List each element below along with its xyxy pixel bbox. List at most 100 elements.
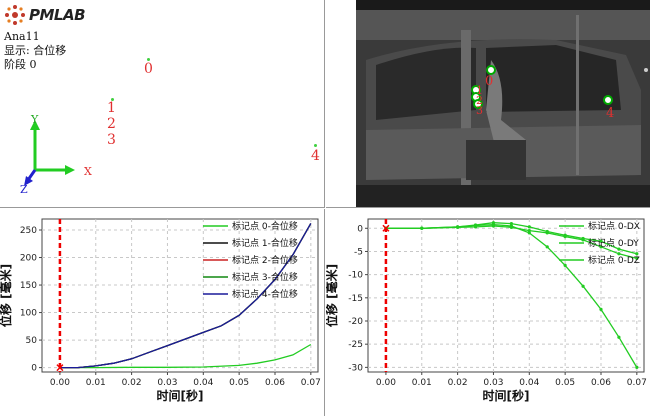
series-line-4[interactable] <box>59 223 312 369</box>
data-point <box>635 256 639 261</box>
legend-entry[interactable]: 标记点 0-DZ <box>588 254 640 266</box>
legend-entry[interactable]: 标记点 2-合位移 <box>232 254 298 266</box>
legend-entry[interactable]: 标记点 3-合位移 <box>232 271 298 283</box>
data-point <box>617 252 621 256</box>
cursor-marker <box>382 224 390 232</box>
x-tick-label: 0.02 <box>122 378 142 388</box>
data-point <box>581 238 585 242</box>
stage-label: 阶段 0 <box>4 58 37 71</box>
data-point <box>420 226 424 230</box>
x-tick-label: 0.03 <box>157 378 177 388</box>
x-tick-label: 0.06 <box>265 378 285 388</box>
data-point <box>617 247 621 251</box>
x-tick-label: 0.07 <box>301 378 321 388</box>
camera-frame-view[interactable]: 0 1 2 3 4 <box>326 0 650 208</box>
x-axis-title: 时间[秒] <box>157 388 204 403</box>
analysis-name: Ana11 <box>4 30 40 43</box>
display-mode: 显示: 合位移 <box>4 44 67 57</box>
y-tick-label: 100 <box>20 309 37 319</box>
marker-3d-view[interactable]: PMLAB Ana11 显示: 合位移 阶段 0 0 1 2 3 4 Y X Z <box>0 0 325 208</box>
data-point <box>581 284 585 288</box>
logo-icon <box>5 5 25 25</box>
axis-label-x: X <box>84 165 92 178</box>
chart-2-svg: 0.00 0.01 0.02 0.03 0.04 0.05 0.06 0.07 0 -5 -10 -1… <box>326 218 647 403</box>
series-line-0[interactable] <box>59 343 312 369</box>
y-tick-label: 250 <box>20 226 37 236</box>
axis-label-z: Z <box>20 183 28 196</box>
cursor-marker <box>56 364 64 372</box>
axis-label-y: Y <box>31 113 39 126</box>
x-tick-label: 0.04 <box>193 378 213 388</box>
data-point <box>617 335 621 339</box>
cam-marker-1: 1 <box>476 84 483 97</box>
y-tick-label: 200 <box>20 254 37 264</box>
legend-entry[interactable]: 标记点 0-DX <box>588 220 640 232</box>
y-tick-label: -15 <box>348 294 363 304</box>
plot-frame <box>41 218 319 373</box>
data-point <box>527 231 531 235</box>
x-tick-label: 0.05 <box>229 378 249 388</box>
marker-label-2: 2 <box>107 116 116 132</box>
data-point <box>599 307 603 312</box>
data-point <box>473 225 478 229</box>
cam-marker-3: 3 <box>476 104 483 117</box>
data-point <box>509 225 513 229</box>
data-point <box>635 252 639 256</box>
data-point <box>599 245 603 249</box>
logo-text: PMLAB <box>29 6 86 24</box>
y-tick-label: 150 <box>20 281 37 291</box>
chart-1-svg: 0.00 0.01 0.02 0.03 0.04 0.05 0.06 0.07 0 50 100 15… <box>0 218 321 403</box>
data-point <box>563 235 567 239</box>
data-point <box>491 224 496 228</box>
data-point <box>599 239 603 243</box>
y-tick-label: 0 <box>31 364 37 374</box>
x-tick-label: 0.01 <box>86 378 106 388</box>
y-tick-label: -30 <box>348 363 363 373</box>
legend-entry[interactable]: 标记点 0-DY <box>588 237 639 249</box>
x-tick-label: 0.05 <box>555 378 575 388</box>
x-tick-label: 0.07 <box>627 378 647 388</box>
xyz-displacement-chart[interactable]: 0.00 0.01 0.02 0.03 0.04 0.05 0.06 0.07 0 -5 -10 -1… <box>326 209 650 416</box>
axis-triad <box>24 120 75 186</box>
pmlab-logo: PMLAB <box>4 4 86 26</box>
y-tick-label: -20 <box>348 317 363 327</box>
data-point <box>527 228 531 233</box>
x-tick-label: 0.00 <box>376 378 396 388</box>
y-tick-label: 50 <box>26 336 38 346</box>
y-axis-title: 位移 [毫米] <box>0 264 13 327</box>
marker-dot-4[interactable] <box>314 144 317 147</box>
marker-label-1: 1 <box>107 100 116 116</box>
data-point <box>491 221 496 225</box>
cam-marker-2: 2 <box>476 94 483 107</box>
marker-label-3: 3 <box>107 132 116 148</box>
data-point <box>545 245 549 249</box>
y-tick-label: -10 <box>348 271 363 281</box>
data-point <box>635 365 639 369</box>
y-tick-label: -5 <box>354 247 363 257</box>
x-axis-title: 时间[秒] <box>483 388 530 403</box>
data-point <box>527 225 531 229</box>
data-point <box>456 225 460 229</box>
marker-label-4: 4 <box>311 148 320 164</box>
x-tick-label: 0.02 <box>448 378 468 388</box>
legend-entry[interactable]: 标记点 0-合位移 <box>232 220 298 232</box>
marker-dot-0[interactable] <box>147 58 150 61</box>
y-tick-label: -25 <box>348 340 363 350</box>
marker-dot-1[interactable] <box>111 98 114 101</box>
resultant-displacement-chart[interactable]: 0.00 0.01 0.02 0.03 0.04 0.05 0.06 0.07 0 50 100 15… <box>0 209 325 416</box>
data-point <box>545 231 549 235</box>
legend-entry[interactable]: 标记点 4-合位移 <box>232 288 298 300</box>
x-tick-label: 0.03 <box>483 378 503 388</box>
camera-image <box>356 0 650 207</box>
plot-frame <box>367 218 645 373</box>
y-tick-label: 0 <box>357 224 363 234</box>
cam-marker-0: 0 <box>485 74 494 89</box>
x-tick-label: 0.00 <box>50 378 70 388</box>
cam-marker-4: 4 <box>606 106 615 121</box>
x-tick-label: 0.04 <box>519 378 539 388</box>
marker-label-0: 0 <box>144 61 153 77</box>
y-axis-title: 位移 [毫米] <box>326 264 339 327</box>
data-point <box>509 222 513 226</box>
legend-entry[interactable]: 标记点 1-合位移 <box>232 237 298 249</box>
x-tick-label: 0.01 <box>412 378 432 388</box>
